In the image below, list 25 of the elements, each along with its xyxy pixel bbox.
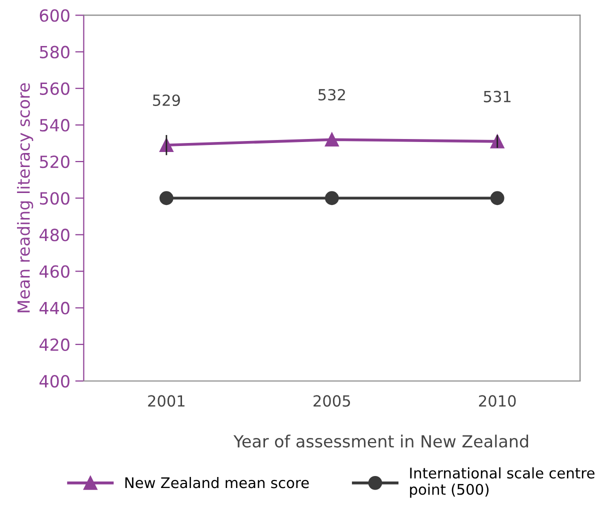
y-tick-label: 600 bbox=[40, 9, 70, 22]
point bbox=[324, 132, 339, 147]
point bbox=[160, 191, 174, 206]
y-axis-title: Mean reading literacy score bbox=[17, 83, 34, 312]
y-tick-label: 460 bbox=[40, 265, 70, 278]
y-tick-label: 400 bbox=[40, 374, 70, 388]
data-label: 531 bbox=[484, 90, 511, 102]
y-tick-label: 420 bbox=[40, 338, 70, 351]
legend-label: International scale centre point (500) bbox=[410, 467, 594, 498]
y-tick-label: 580 bbox=[40, 46, 70, 58]
data-label: 529 bbox=[153, 94, 180, 106]
point bbox=[490, 191, 504, 206]
y-tick-label: 520 bbox=[40, 156, 70, 168]
point bbox=[324, 191, 339, 206]
x-tick-label: 2010 bbox=[479, 395, 516, 407]
y-tick-label: 500 bbox=[40, 192, 70, 205]
x-axis-title: Year of assessment in New Zealand bbox=[233, 434, 528, 448]
y-tick-label: 540 bbox=[40, 118, 70, 132]
x-tick-label: 2001 bbox=[148, 395, 184, 407]
y-tick-label: 480 bbox=[40, 228, 70, 242]
y-tick-label: 560 bbox=[40, 82, 70, 95]
data-label: 532 bbox=[318, 88, 345, 101]
y-tick-label: 440 bbox=[40, 302, 70, 314]
x-tick-label: 2005 bbox=[314, 395, 350, 407]
legend-label: New Zealand mean score bbox=[125, 476, 309, 488]
